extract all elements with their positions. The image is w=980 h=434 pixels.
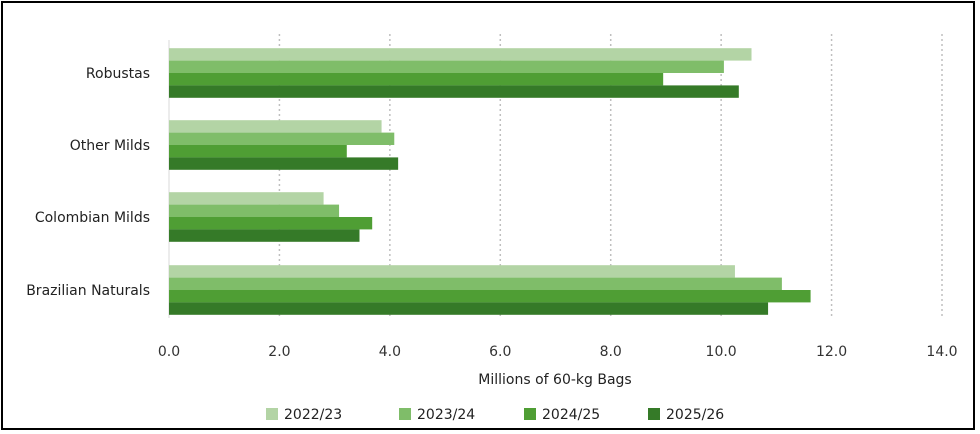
- bar: [169, 302, 769, 315]
- x-tick-label: 8.0: [600, 344, 622, 360]
- bar: [169, 85, 739, 98]
- legend-label: 2024/25: [542, 407, 600, 423]
- legend-swatch: [524, 408, 536, 420]
- category-label: Robustas: [86, 66, 150, 82]
- bar: [169, 132, 395, 145]
- category-label: Brazilian Naturals: [26, 283, 150, 299]
- x-tick-label: 0.0: [158, 344, 180, 360]
- bar: [169, 290, 811, 303]
- bar: [169, 48, 752, 61]
- bar: [169, 192, 324, 205]
- bar: [169, 157, 399, 170]
- legend-swatch: [648, 408, 660, 420]
- x-tick-label: 2.0: [268, 344, 290, 360]
- x-tick-label: 14.0: [926, 344, 957, 360]
- x-tick-label: 4.0: [379, 344, 401, 360]
- x-tick-label: 12.0: [816, 344, 847, 360]
- bar: [169, 145, 347, 158]
- bar: [169, 204, 340, 217]
- bar: [169, 120, 382, 133]
- legend-label: 2025/26: [666, 407, 724, 423]
- bar: [169, 73, 664, 86]
- category-labels: Robustas Other Milds Colombian Milds Brazil…: [26, 66, 150, 299]
- legend-swatch: [266, 408, 278, 420]
- bar: [169, 60, 724, 73]
- x-axis-title: Millions of 60-kg Bags: [478, 372, 631, 388]
- legend-label: 2022/23: [284, 407, 342, 423]
- bar: [169, 217, 373, 230]
- x-tick-labels: 0.0 2.0 4.0 6.0 8.0 10.0 12.0 14.0: [158, 344, 958, 360]
- bar: [169, 277, 782, 290]
- legend-label: 2023/24: [417, 407, 475, 423]
- bar: [169, 229, 360, 242]
- x-tick-label: 6.0: [489, 344, 511, 360]
- bar: [169, 265, 735, 278]
- category-label: Colombian Milds: [35, 210, 150, 226]
- legend-swatch: [399, 408, 411, 420]
- x-tick-label: 10.0: [706, 344, 737, 360]
- bars: [169, 48, 811, 315]
- legend: 2022/23 2023/24 2024/25 2025/26: [266, 407, 724, 423]
- category-label: Other Milds: [70, 138, 150, 154]
